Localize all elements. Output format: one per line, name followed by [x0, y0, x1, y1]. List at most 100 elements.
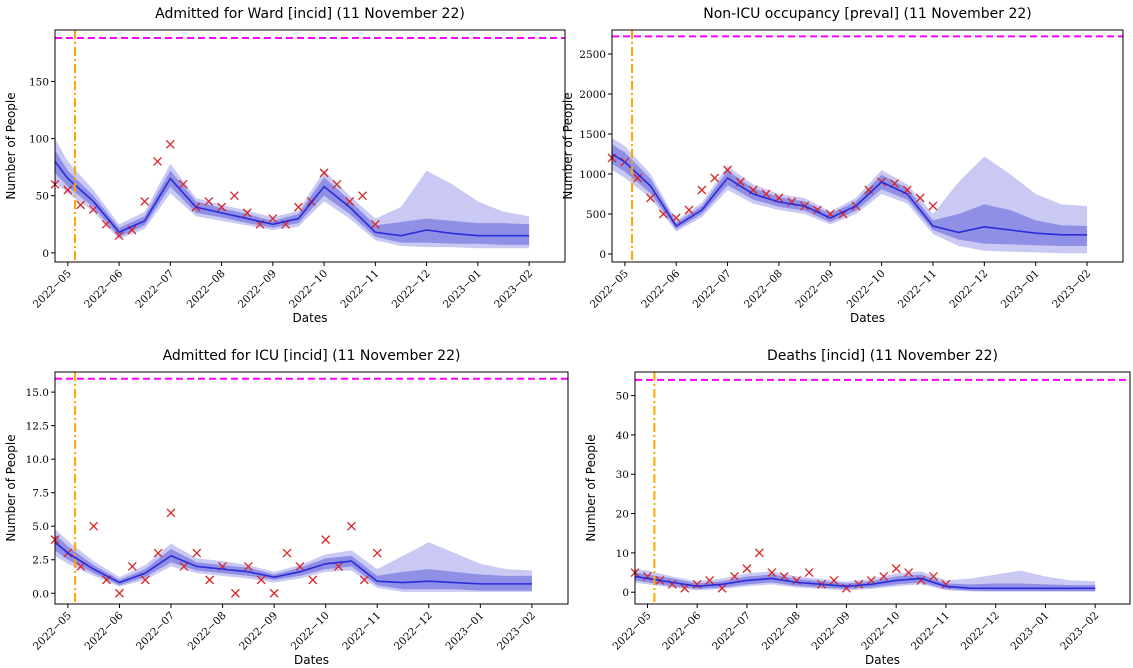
observation: [346, 521, 356, 531]
y-tick-label: 150: [29, 76, 49, 88]
observation: [705, 575, 715, 585]
observation: [866, 575, 876, 585]
x-tick-label: 2022−12: [947, 268, 990, 311]
observation: [372, 548, 382, 558]
x-tick-label: 2023−02: [1050, 268, 1093, 311]
observation: [256, 575, 266, 585]
x-tick-label: 2023−01: [999, 268, 1042, 311]
observation: [879, 572, 889, 581]
x-axis-label: Dates: [293, 311, 328, 325]
inner-band: [612, 144, 1088, 246]
observation: [205, 575, 215, 585]
observation: [89, 521, 99, 531]
observation: [332, 179, 342, 189]
observation: [370, 219, 380, 229]
observation: [88, 204, 98, 214]
observation: [268, 214, 278, 224]
y-tick-label: 1000: [579, 169, 606, 181]
observation: [684, 205, 694, 215]
y-tick-label: 30: [616, 469, 629, 481]
observation: [114, 231, 124, 241]
observation: [308, 575, 318, 585]
observation: [192, 548, 202, 558]
x-tick-label: 2022−11: [896, 268, 939, 311]
observation: [229, 191, 239, 201]
x-tick-label: 2022−06: [639, 267, 682, 310]
x-tick-label: 2022−09: [793, 268, 836, 311]
observation: [140, 196, 150, 206]
y-tick-label: 100: [29, 134, 49, 146]
observation: [358, 191, 367, 201]
chart-title: Admitted for Ward [incid] (11 November 2…: [155, 6, 465, 22]
y-tick-label: 50: [36, 191, 49, 203]
chart-title: Non-ICU occupancy [preval] (11 November …: [703, 6, 1032, 22]
x-axis-label: Dates: [850, 311, 885, 325]
observation: [319, 168, 329, 178]
y-tick-label: 5.0: [32, 521, 49, 533]
x-tick-label: 2022−06: [82, 267, 125, 310]
y-tick-label: 10: [616, 548, 629, 560]
chart-title: Admitted for ICU [incid] (11 November 22…: [163, 348, 461, 364]
y-axis-label: Number of People: [584, 434, 598, 541]
observation: [904, 568, 914, 578]
x-tick-label: 2022−11: [338, 268, 381, 311]
plot-frame: [611, 29, 1124, 263]
y-tick-label: 50: [616, 391, 629, 403]
inner-band: [55, 534, 532, 591]
x-tick-label: 2022−10: [859, 610, 902, 653]
y-axis-label: Number of People: [4, 92, 18, 199]
plot-frame: [54, 29, 566, 263]
observation: [295, 561, 305, 571]
chart-title: Deaths [incid] (11 November 22): [767, 348, 998, 364]
x-tick-label: 2023−02: [495, 610, 538, 653]
x-tick-label: 2022−07: [133, 268, 176, 311]
x-tick-label: 2023−01: [1008, 610, 1051, 653]
observation: [294, 202, 303, 212]
y-tick-label: 2.5: [32, 555, 49, 567]
y-tick-label: 7.5: [32, 488, 49, 500]
observation: [165, 139, 175, 149]
observation: [217, 202, 227, 212]
x-tick-label: 2022−07: [134, 610, 177, 653]
x-tick-label: 2023−01: [441, 268, 484, 311]
x-axis-label: Dates: [865, 653, 900, 667]
y-tick-label: 12.5: [26, 421, 49, 433]
y-tick-label: 40: [616, 430, 629, 442]
subplot: Admitted for Ward [incid] (11 November 2…: [4, 6, 566, 325]
observation: [864, 185, 874, 195]
observation: [692, 579, 702, 589]
observation: [717, 583, 727, 593]
y-tick-label: 0: [599, 249, 606, 261]
observation: [282, 548, 292, 558]
y-tick-label: 2000: [579, 89, 606, 101]
median-line: [54, 160, 530, 237]
x-tick-label: 2022−05: [588, 268, 631, 311]
y-tick-label: 500: [586, 209, 606, 221]
observation: [204, 196, 214, 206]
y-tick-label: 10.0: [26, 454, 49, 466]
observation: [767, 568, 777, 578]
observation: [242, 208, 252, 218]
observation: [153, 156, 162, 166]
observation: [916, 575, 926, 585]
observation: [359, 575, 369, 585]
observation: [179, 561, 189, 571]
y-tick-label: 1500: [579, 129, 606, 141]
y-axis-label: Number of People: [561, 92, 575, 199]
x-tick-label: 2022−08: [186, 610, 229, 653]
observation: [63, 185, 73, 195]
observation: [321, 535, 331, 545]
observation: [243, 561, 253, 571]
observation: [754, 548, 764, 558]
x-tick-label: 2022−05: [611, 610, 654, 653]
subplot: Non-ICU occupancy [preval] (11 November …: [561, 6, 1124, 325]
x-tick-label: 2022−09: [236, 268, 279, 311]
x-tick-label: 2022−10: [289, 610, 332, 653]
inner-band: [635, 572, 1096, 592]
subplot: Admitted for ICU [incid] (11 November 22…: [4, 348, 569, 667]
observation: [646, 193, 655, 203]
y-axis-label: Number of People: [4, 434, 18, 541]
observation: [230, 588, 240, 598]
y-tick-label: 0.0: [32, 588, 49, 600]
